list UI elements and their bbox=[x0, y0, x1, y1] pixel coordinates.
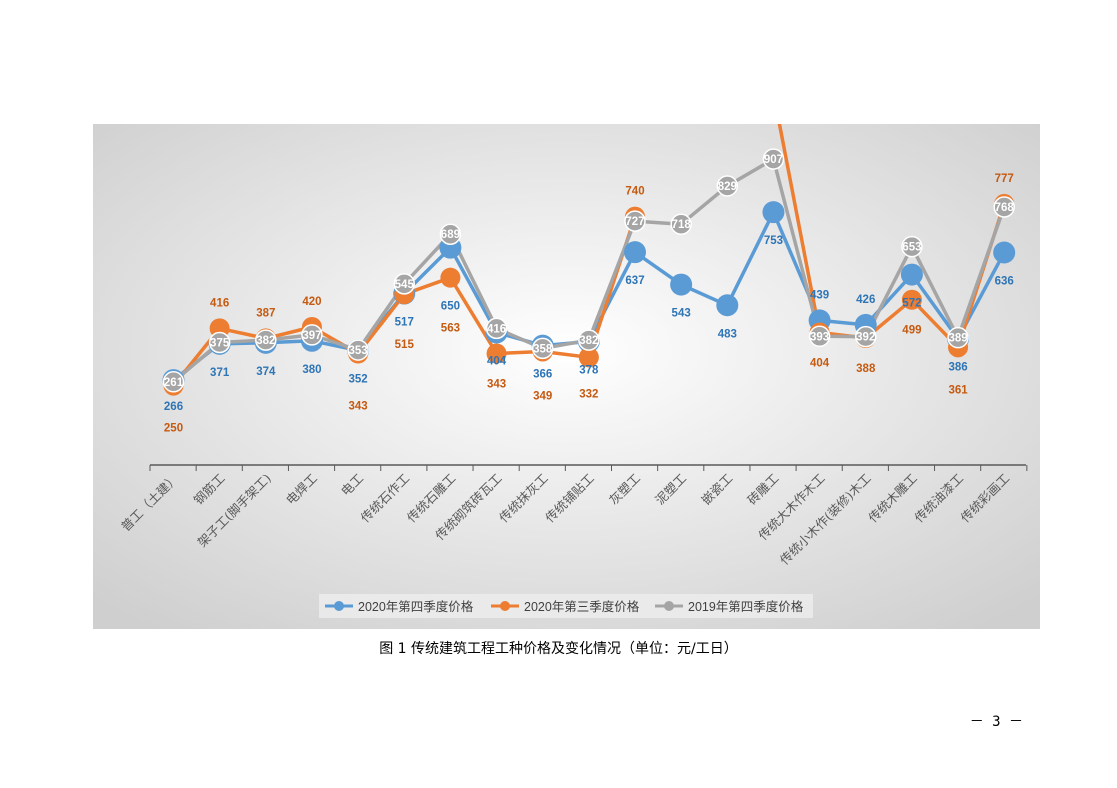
data-label: 250 bbox=[164, 423, 183, 435]
data-label: 378 bbox=[579, 364, 599, 376]
data-label: 777 bbox=[995, 173, 1014, 185]
data-point bbox=[901, 289, 922, 310]
data-point bbox=[808, 325, 831, 348]
data-label: 332 bbox=[579, 388, 598, 400]
chart-area: 266 371 374 380 352 517 650 404 366 378 637 543 483 7… bbox=[93, 124, 1040, 629]
data-point bbox=[255, 329, 277, 351]
data-label: 637 bbox=[625, 275, 644, 287]
data-label: 483 bbox=[718, 328, 737, 340]
data-label: 382 bbox=[579, 335, 598, 347]
data-label: 343 bbox=[487, 379, 506, 391]
data-label: 636 bbox=[995, 276, 1014, 288]
data-label: 380 bbox=[302, 364, 321, 376]
legend-label: 2020年第四季度价格 bbox=[358, 599, 474, 614]
data-label: 371 bbox=[210, 367, 230, 379]
data-label: 393 bbox=[810, 331, 829, 343]
data-label: 352 bbox=[349, 373, 368, 385]
data-label: 366 bbox=[533, 369, 552, 381]
data-label: 426 bbox=[856, 294, 875, 306]
figure-caption: 图 1 传统建筑工程工种价格及变化情况（单位：元/工日） bbox=[379, 641, 738, 657]
data-point bbox=[440, 267, 461, 288]
data-label: 727 bbox=[625, 216, 644, 228]
data-point bbox=[762, 148, 785, 170]
data-label: 499 bbox=[902, 325, 921, 337]
data-label: 439 bbox=[810, 289, 829, 301]
data-point bbox=[301, 324, 323, 346]
data-label: 374 bbox=[256, 366, 276, 378]
data-label: 349 bbox=[533, 390, 552, 402]
legend-box bbox=[319, 594, 813, 618]
data-point bbox=[531, 337, 554, 360]
data-label: 404 bbox=[487, 356, 507, 368]
data-label: 388 bbox=[856, 363, 876, 375]
data-label: 261 bbox=[164, 377, 184, 389]
data-point bbox=[716, 175, 739, 197]
data-point bbox=[393, 273, 415, 295]
data-point bbox=[162, 371, 185, 393]
data-point bbox=[993, 196, 1015, 218]
data-label: 907 bbox=[764, 154, 783, 166]
data-label: 392 bbox=[856, 332, 875, 344]
legend-swatch-marker bbox=[500, 601, 510, 611]
data-label: 689 bbox=[441, 229, 460, 241]
data-point bbox=[486, 343, 507, 364]
data-label: 563 bbox=[441, 323, 460, 335]
data-label: 389 bbox=[948, 333, 967, 345]
data-point bbox=[439, 223, 462, 245]
data-label: 386 bbox=[948, 362, 967, 374]
data-label: 382 bbox=[256, 335, 275, 347]
data-label: 353 bbox=[349, 345, 368, 357]
data-point bbox=[670, 213, 692, 235]
data-label: 740 bbox=[625, 186, 644, 198]
data-point bbox=[900, 263, 923, 286]
data-label: 416 bbox=[210, 297, 229, 309]
data-label: 266 bbox=[164, 401, 183, 413]
legend-swatch-marker bbox=[334, 601, 344, 611]
data-point bbox=[624, 241, 646, 264]
data-label: 517 bbox=[395, 317, 414, 329]
data-label: 545 bbox=[395, 279, 415, 291]
data-label: 420 bbox=[302, 296, 321, 308]
data-label: 768 bbox=[995, 202, 1015, 214]
data-label: 387 bbox=[256, 307, 275, 319]
legend-label: 2019年第四季度价格 bbox=[688, 599, 804, 614]
data-label: 515 bbox=[395, 339, 415, 351]
data-label: 404 bbox=[810, 358, 830, 370]
data-point bbox=[208, 331, 231, 354]
data-label: 375 bbox=[210, 338, 230, 350]
data-label: 358 bbox=[533, 343, 553, 355]
legend-swatch-marker bbox=[664, 601, 674, 611]
data-label: 361 bbox=[948, 384, 968, 396]
data-label: 416 bbox=[487, 323, 506, 335]
data-label: 650 bbox=[441, 301, 460, 313]
page-number: － 3 － bbox=[969, 714, 1023, 730]
data-label: 543 bbox=[672, 308, 691, 320]
data-point bbox=[947, 326, 969, 349]
data-point bbox=[347, 339, 369, 361]
data-label: 753 bbox=[764, 235, 783, 247]
data-label: 829 bbox=[718, 181, 737, 193]
data-point bbox=[716, 294, 739, 317]
data-point bbox=[624, 210, 646, 232]
data-label: 343 bbox=[349, 401, 368, 413]
data-label: 718 bbox=[672, 219, 692, 231]
data-point bbox=[578, 329, 600, 351]
data-label: 572 bbox=[902, 298, 921, 310]
legend-label: 2020年第三季度价格 bbox=[524, 599, 640, 614]
data-point bbox=[855, 325, 877, 348]
data-label: 653 bbox=[902, 242, 921, 254]
data-point bbox=[578, 347, 599, 368]
plot-background bbox=[93, 124, 1040, 629]
data-point bbox=[670, 273, 693, 296]
data-point bbox=[901, 235, 923, 258]
data-point bbox=[993, 241, 1016, 264]
data-label: 397 bbox=[302, 330, 321, 342]
line-chart: 266 371 374 380 352 517 650 404 366 378 637 543 483 7… bbox=[93, 124, 1040, 629]
data-point bbox=[762, 201, 785, 224]
data-point bbox=[485, 317, 508, 340]
